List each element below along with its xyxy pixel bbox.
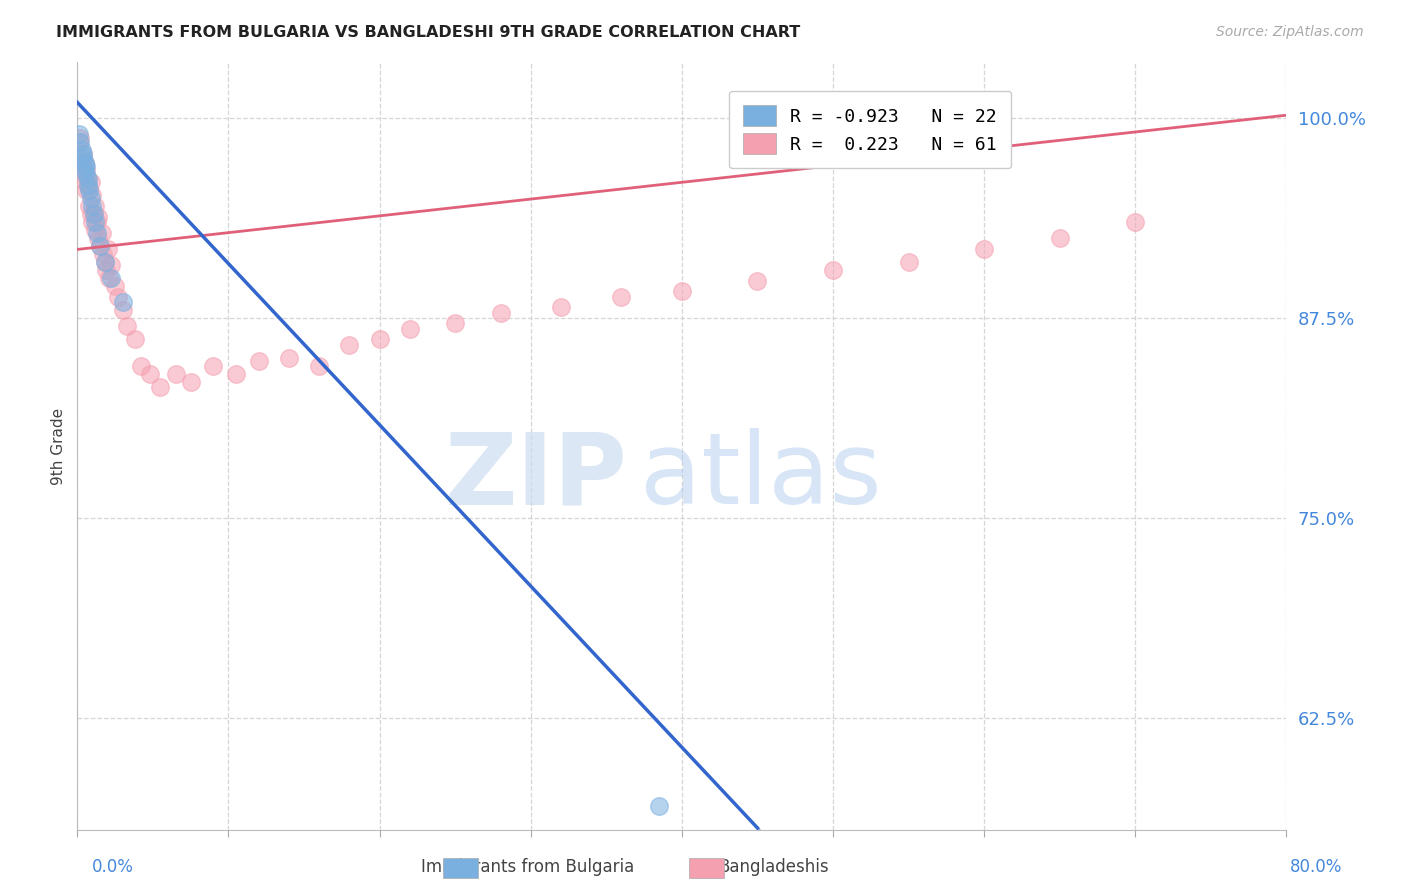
Point [77, 172, 100, 186]
Text: Source: ZipAtlas.com: Source: ZipAtlas.com [1216, 25, 1364, 39]
Point [72, 151, 94, 165]
Point [67, 136, 90, 150]
Point [94, 263, 117, 277]
Point [225, 367, 247, 381]
Point [90, 227, 112, 241]
Point [75, 162, 97, 177]
Point [202, 359, 225, 373]
Point [129, 359, 152, 373]
Point [82, 199, 104, 213]
Point [75, 167, 97, 181]
Point [180, 375, 202, 389]
Point [821, 263, 844, 277]
Point [247, 354, 270, 368]
Point [98, 271, 121, 285]
Point [671, 284, 693, 298]
Point [80, 175, 103, 189]
Point [107, 290, 129, 304]
Y-axis label: 9th Grade: 9th Grade [51, 408, 66, 484]
Point [77, 178, 100, 193]
Point [124, 332, 146, 346]
Point [73, 162, 96, 177]
Point [100, 259, 122, 273]
Point [1123, 215, 1146, 229]
Point [84, 215, 107, 229]
Point [368, 332, 391, 346]
Point [79, 183, 101, 197]
Point [139, 367, 162, 381]
Point [77, 178, 100, 193]
Point [648, 798, 671, 813]
Text: 0.0%: 0.0% [91, 858, 134, 876]
Point [111, 295, 134, 310]
Point [69, 130, 91, 145]
Point [337, 338, 360, 352]
Point [489, 306, 512, 320]
Point [70, 159, 93, 173]
Point [70, 144, 93, 158]
Point [75, 183, 97, 197]
Text: 80.0%: 80.0% [1291, 858, 1343, 876]
Point [278, 351, 301, 365]
Point [86, 227, 108, 241]
Point [86, 215, 108, 229]
Point [89, 239, 111, 253]
Point [73, 156, 96, 170]
Point [83, 207, 105, 221]
Point [82, 188, 104, 202]
Point [72, 146, 94, 161]
Point [93, 255, 115, 269]
Point [96, 243, 118, 257]
Point [72, 146, 94, 161]
Point [897, 255, 920, 269]
Point [165, 367, 187, 381]
Point [79, 199, 101, 213]
Point [80, 207, 103, 221]
Point [1049, 231, 1071, 245]
Point [111, 303, 134, 318]
Point [444, 316, 467, 330]
Point [72, 167, 94, 181]
Point [89, 239, 111, 253]
Point [149, 380, 172, 394]
Text: ZIP: ZIP [444, 428, 627, 525]
Point [70, 151, 93, 165]
Point [308, 359, 330, 373]
Point [73, 175, 96, 189]
Point [84, 199, 107, 213]
Point [747, 274, 769, 288]
Point [100, 271, 122, 285]
Point [399, 322, 422, 336]
Point [84, 223, 107, 237]
Point [93, 255, 115, 269]
Point [69, 136, 91, 150]
Point [73, 156, 96, 170]
Point [973, 243, 995, 257]
Point [104, 279, 127, 293]
Text: atlas: atlas [640, 428, 882, 525]
Point [83, 207, 105, 221]
Point [610, 290, 633, 304]
Point [87, 211, 110, 225]
Point [80, 191, 103, 205]
Point [82, 215, 104, 229]
Point [75, 159, 97, 173]
Point [87, 231, 110, 245]
Text: Immigrants from Bulgaria: Immigrants from Bulgaria [420, 858, 634, 876]
Legend: R = -0.923   N = 22, R =  0.223   N = 61: R = -0.923 N = 22, R = 0.223 N = 61 [728, 91, 1011, 169]
Point [79, 183, 101, 197]
Text: IMMIGRANTS FROM BULGARIA VS BANGLADESHI 9TH GRADE CORRELATION CHART: IMMIGRANTS FROM BULGARIA VS BANGLADESHI … [56, 25, 800, 40]
Point [115, 319, 138, 334]
Point [67, 128, 90, 142]
Point [91, 247, 114, 261]
Point [77, 172, 100, 186]
Point [550, 300, 572, 314]
Text: Bangladeshis: Bangladeshis [718, 858, 828, 876]
